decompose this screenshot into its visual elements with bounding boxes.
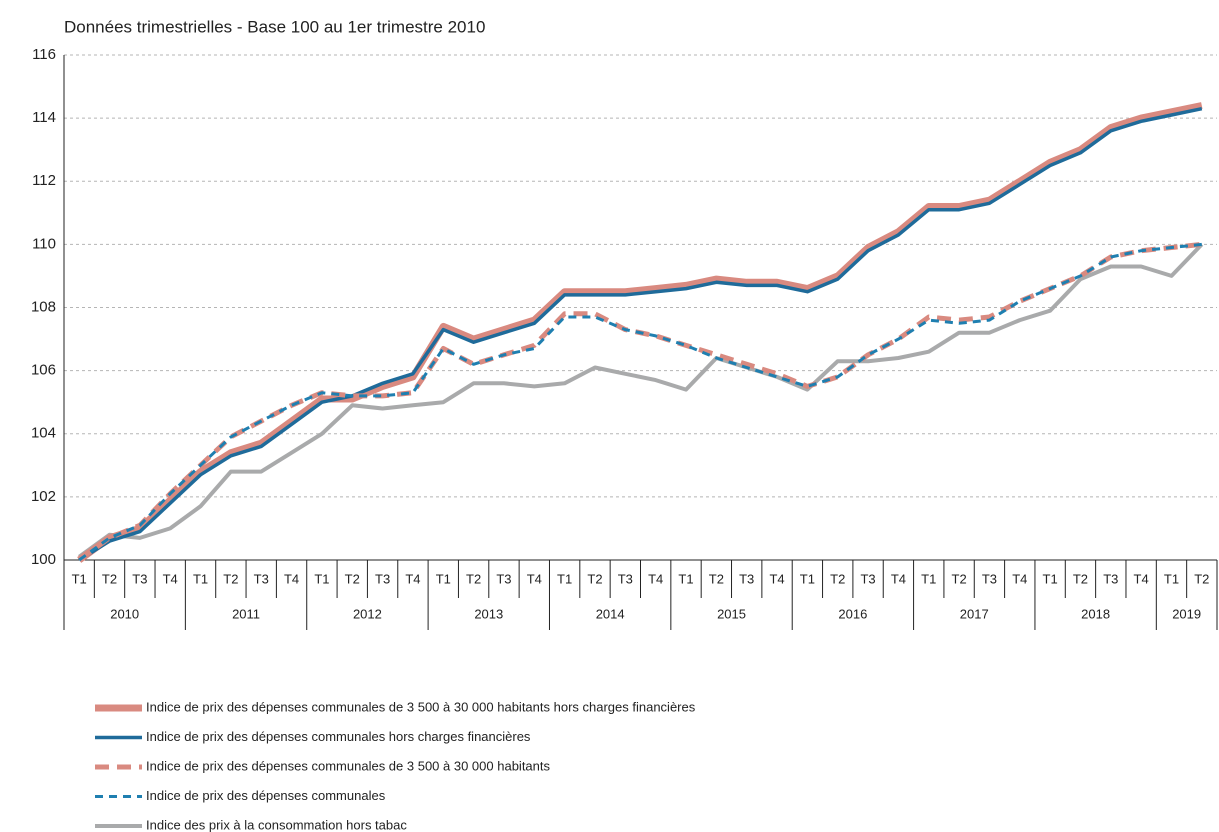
x-tick-label: T4	[527, 571, 542, 586]
y-tick-label: 114	[32, 109, 56, 126]
legend-label: Indice de prix des dépenses communales h…	[146, 729, 531, 744]
x-tick-label: T1	[193, 571, 208, 586]
x-tick-label: T2	[345, 571, 360, 586]
chart-title: Données trimestrielles - Base 100 au 1er…	[64, 17, 485, 36]
legend-label: Indice de prix des dépenses communales d…	[146, 758, 550, 773]
x-tick-label: T3	[496, 571, 511, 586]
year-label: 2014	[596, 606, 625, 621]
x-tick-label: T1	[436, 571, 451, 586]
x-tick-label: T2	[952, 571, 967, 586]
y-tick-label: 110	[32, 235, 56, 252]
y-tick-label: 116	[32, 46, 56, 63]
year-label: 2010	[110, 606, 139, 621]
y-tick-label: 108	[31, 298, 56, 315]
x-tick-label: T4	[1134, 571, 1149, 586]
x-tick-label: T2	[587, 571, 602, 586]
x-tick-label: T3	[1103, 571, 1118, 586]
x-tick-label: T3	[982, 571, 997, 586]
x-tick-label: T2	[102, 571, 117, 586]
x-tick-label: T1	[72, 571, 87, 586]
x-tick-label: T3	[860, 571, 875, 586]
x-tick-label: T2	[1073, 571, 1088, 586]
x-tick-label: T1	[921, 571, 936, 586]
x-tick-label: T3	[739, 571, 754, 586]
year-label: 2011	[232, 606, 260, 621]
series-line	[77, 102, 1203, 563]
y-tick-label: 104	[31, 425, 56, 442]
year-label: 2013	[474, 606, 503, 621]
x-tick-label: T4	[284, 571, 299, 586]
year-label: 2012	[353, 606, 382, 621]
series-line	[78, 242, 1202, 562]
series-line	[78, 106, 1203, 562]
legend-label: Indice des prix à la consommation hors t…	[146, 817, 407, 832]
x-tick-label: T1	[1043, 571, 1058, 586]
x-tick-label: T2	[830, 571, 845, 586]
x-tick-label: T1	[1164, 571, 1179, 586]
year-label: 2016	[838, 606, 867, 621]
x-tick-label: T2	[223, 571, 238, 586]
year-label: 2015	[717, 606, 746, 621]
y-tick-label: 106	[31, 362, 56, 379]
x-tick-label: T3	[132, 571, 147, 586]
year-label: 2019	[1172, 606, 1201, 621]
x-tick-label: T3	[618, 571, 633, 586]
y-tick-label: 100	[31, 551, 56, 568]
x-tick-label: T1	[800, 571, 815, 586]
x-tick-label: T4	[163, 571, 178, 586]
x-tick-label: T4	[405, 571, 420, 586]
x-tick-label: T1	[314, 571, 329, 586]
x-tick-label: T2	[709, 571, 724, 586]
x-tick-label: T3	[375, 571, 390, 586]
year-label: 2018	[1081, 606, 1110, 621]
x-tick-label: T2	[466, 571, 481, 586]
legend-label: Indice de prix des dépenses communales	[146, 788, 386, 803]
x-tick-label: T1	[678, 571, 693, 586]
x-tick-label: T2	[1194, 571, 1209, 586]
x-tick-label: T4	[1012, 571, 1027, 586]
year-label: 2017	[960, 606, 989, 621]
x-tick-label: T3	[254, 571, 269, 586]
legend-label: Indice de prix des dépenses communales d…	[146, 699, 696, 714]
x-tick-label: T4	[769, 571, 784, 586]
y-tick-label: 102	[31, 488, 56, 505]
x-tick-label: T1	[557, 571, 572, 586]
y-tick-label: 112	[32, 172, 56, 189]
series-line	[78, 243, 1204, 559]
x-tick-label: T4	[648, 571, 663, 586]
x-tick-label: T4	[891, 571, 906, 586]
